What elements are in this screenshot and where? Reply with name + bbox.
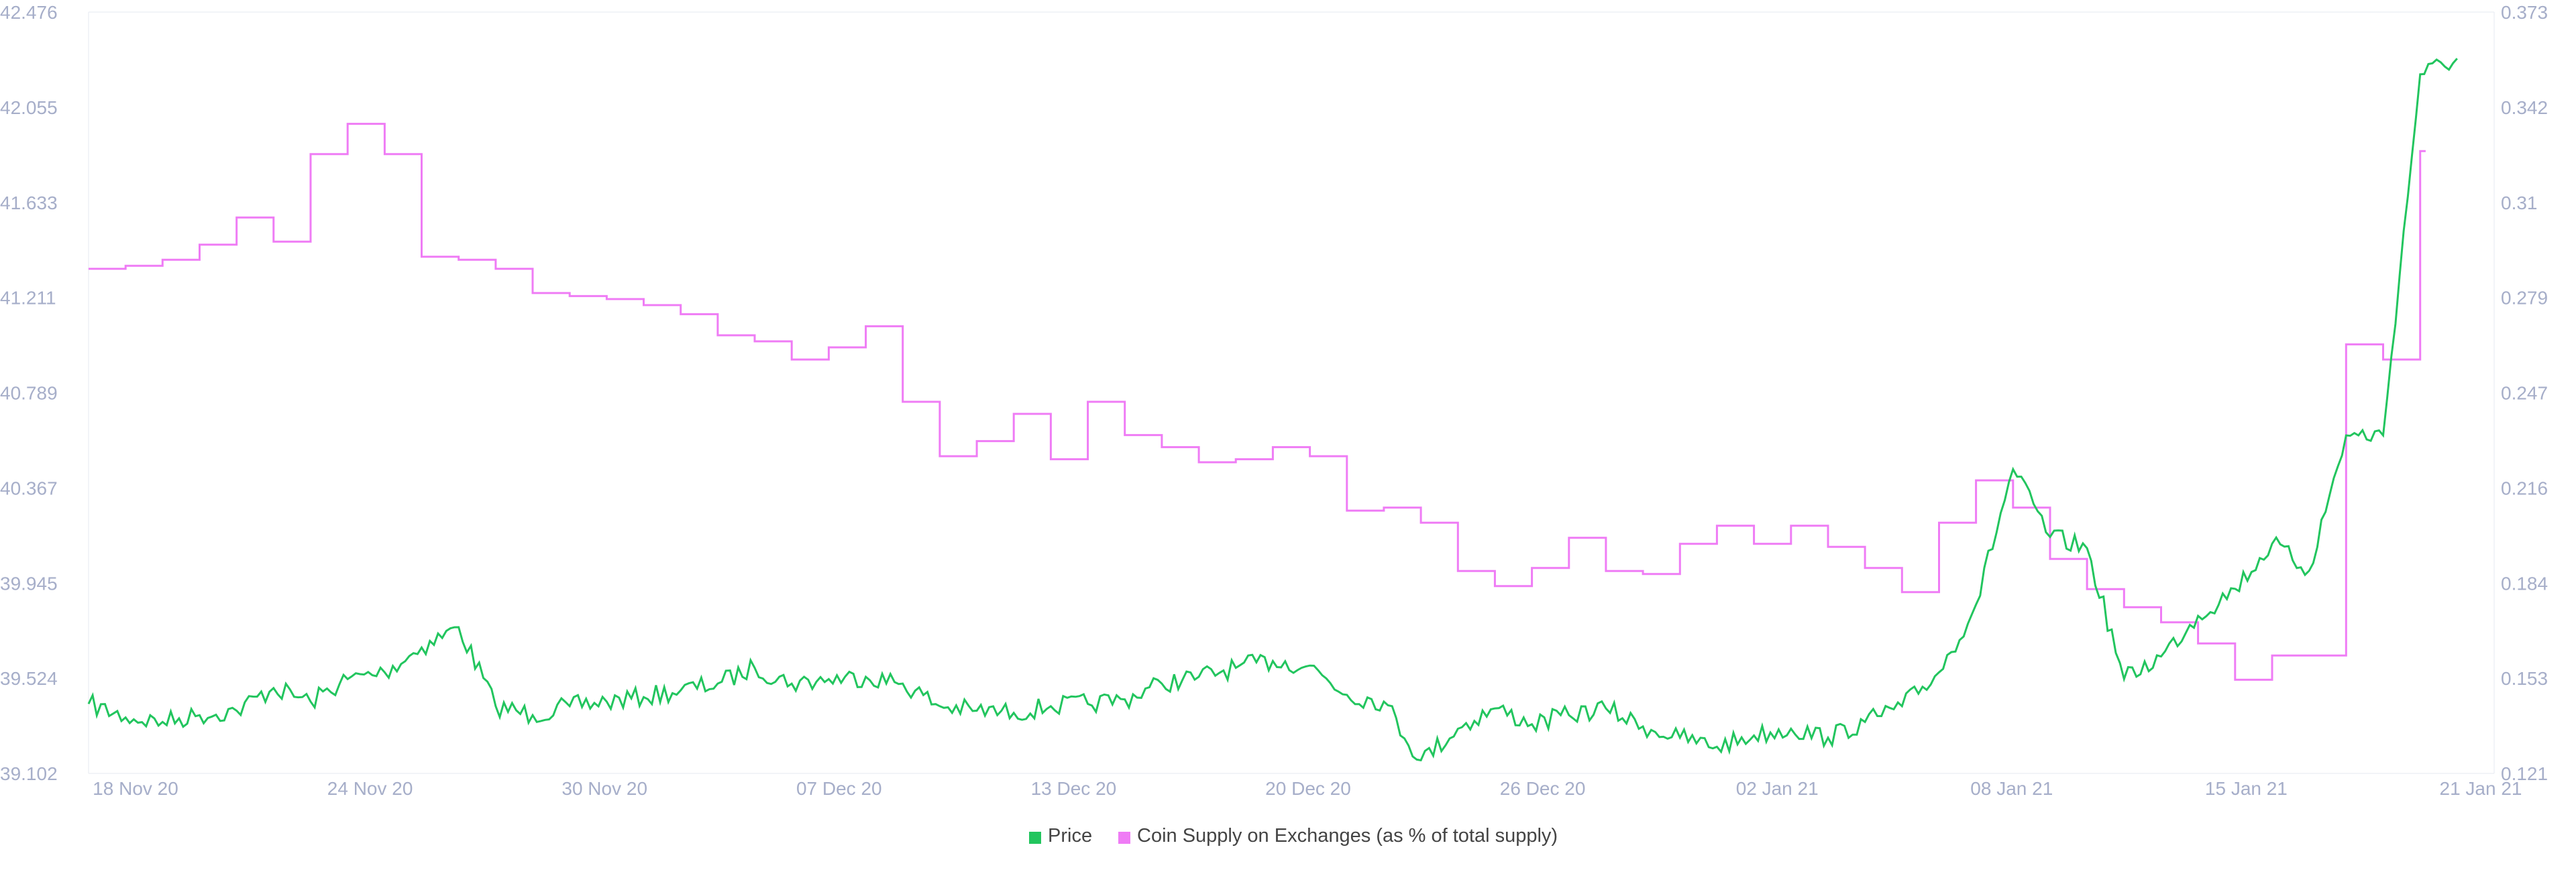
right-axis-tick-label: 0.247	[2501, 383, 2548, 404]
x-axis-tick-label: 26 Dec 20	[1500, 778, 1586, 799]
left-axis-tick-label: 40.367	[0, 478, 58, 498]
x-axis-tick-label: 13 Dec 20	[1031, 778, 1117, 799]
right-axis-tick-label: 0.342	[2501, 97, 2548, 118]
right-axis-tick-label: 0.121	[2501, 763, 2548, 784]
right-axis-tick-label: 0.31	[2501, 193, 2538, 213]
legend-label-price[interactable]: Price	[1048, 825, 1092, 847]
x-axis-tick-label: 02 Jan 21	[1736, 778, 1819, 799]
left-axis-tick-label: 41.633	[0, 193, 58, 213]
right-axis-tick-label: 0.153	[2501, 668, 2548, 689]
x-axis-tick-label: 08 Jan 21	[1970, 778, 2053, 799]
x-axis-tick-label: 24 Nov 20	[327, 778, 413, 799]
x-axis-ticks: 18 Nov 20 24 Nov 20 30 Nov 20 07 Dec 20 13 D…	[93, 778, 2522, 799]
x-axis-tick-label: 30 Nov 20	[561, 778, 647, 799]
legend-swatch-coin-supply[interactable]	[1118, 832, 1130, 844]
x-axis-tick-label: 07 Dec 20	[796, 778, 882, 799]
right-axis-tick-label: 0.373	[2501, 2, 2548, 23]
left-axis-tick-label: 40.789	[0, 383, 58, 404]
left-axis-ticks: 39.102 39.524 39.945 40.367 40.789 41.211 41.6…	[0, 2, 58, 784]
legend-swatch-price[interactable]	[1029, 832, 1041, 844]
right-axis-tick-label: 0.279	[2501, 288, 2548, 309]
legend: Price Coin Supply on Exchanges (as % of …	[1029, 825, 1558, 847]
left-axis-tick-label: 41.211	[0, 288, 56, 309]
left-axis-tick-label: 39.102	[0, 763, 58, 784]
left-axis-tick-label: 42.055	[0, 97, 58, 118]
x-axis-tick-label: 15 Jan 21	[2205, 778, 2288, 799]
price-series-line	[87, 58, 2458, 762]
right-axis-tick-label: 0.184	[2501, 573, 2548, 594]
legend-label-coin-supply[interactable]: Coin Supply on Exchanges (as % of total …	[1137, 825, 1558, 847]
x-axis-tick-label: 18 Nov 20	[93, 778, 178, 799]
x-axis-tick-label: 21 Jan 21	[2440, 778, 2522, 799]
right-axis-tick-label: 0.216	[2501, 478, 2548, 498]
coin-supply-series-line	[89, 123, 2426, 681]
left-axis-tick-label: 42.476	[0, 2, 58, 23]
left-axis-tick-label: 39.945	[0, 573, 58, 594]
right-axis-ticks: 0.121 0.153 0.184 0.216 0.247 0.279 0.31 0.342 0…	[2501, 2, 2548, 784]
x-axis-tick-label: 20 Dec 20	[1265, 778, 1351, 799]
left-axis-tick-label: 39.524	[0, 668, 58, 689]
